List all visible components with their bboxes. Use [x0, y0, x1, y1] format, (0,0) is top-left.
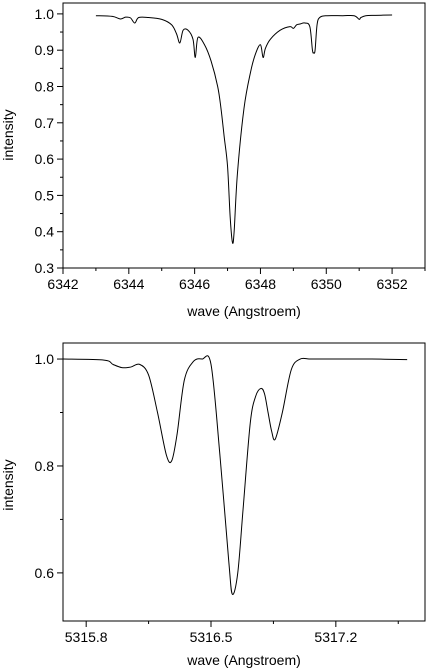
tick-group — [57, 358, 399, 627]
x-tick-label: 5317.2 — [314, 629, 357, 645]
y-tick-label: 0.3 — [35, 260, 55, 276]
x-tick-label: 6342 — [47, 276, 78, 292]
x-tick-label: 6346 — [179, 276, 210, 292]
plot-frame — [62, 2, 426, 269]
y-tick-label: 0.4 — [35, 224, 55, 240]
spectrum-line — [95, 14, 393, 245]
y-tick-label: 0.6 — [35, 151, 55, 167]
x-axis-title: wave (Angstroem) — [186, 303, 301, 319]
x-axis-title: wave (Angstroem) — [186, 652, 301, 668]
y-tick-label: 0.7 — [35, 115, 55, 131]
y-axis-title: intensity — [0, 109, 16, 160]
y-tick-label: 0.6 — [35, 565, 55, 581]
chart-top-spectrum: 6342 6344 6346 6348 6350 6352 0.3 0.4 0.5 0.6 0.7 0… — [0, 2, 426, 319]
x-tick-label: 5316.5 — [190, 629, 233, 645]
plot-frame — [62, 342, 426, 622]
x-tick-label: 5315.8 — [65, 629, 108, 645]
y-tick-label: 0.8 — [35, 458, 55, 474]
y-tick-label: 0.5 — [35, 187, 55, 203]
y-tick-label: 0.8 — [35, 78, 55, 94]
x-tick-label: 6344 — [113, 276, 144, 292]
x-tick-label: 6348 — [245, 276, 276, 292]
tick-label-group: 6342 6344 6346 6348 6350 6352 0.3 0.4 0.5 0.6 0.7 0… — [35, 6, 408, 292]
y-tick-label: 0.9 — [35, 42, 55, 58]
x-tick-label: 6350 — [311, 276, 342, 292]
y-axis-title: intensity — [0, 459, 16, 510]
spectrum-line — [62, 355, 408, 595]
y-tick-label: 1.0 — [35, 6, 55, 22]
x-tick-label: 6352 — [377, 276, 408, 292]
chart-bottom-spectrum: 5315.8 5316.5 5317.2 0.6 0.8 1.0 wave (Angstr… — [0, 342, 426, 668]
y-tick-label: 1.0 — [35, 351, 55, 367]
tick-label-group: 5315.8 5316.5 5317.2 0.6 0.8 1.0 — [35, 351, 358, 645]
tick-group — [57, 13, 426, 274]
